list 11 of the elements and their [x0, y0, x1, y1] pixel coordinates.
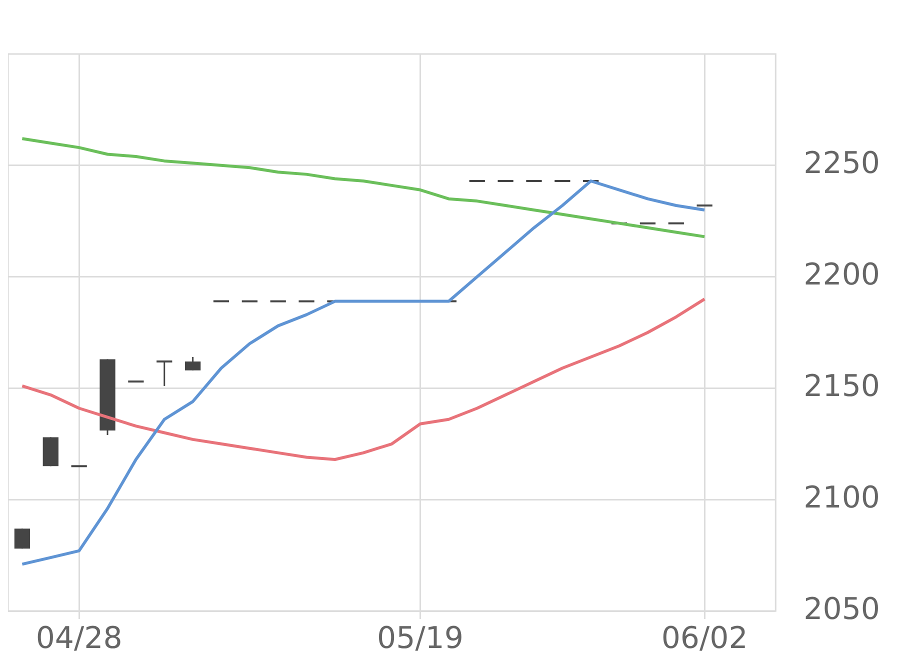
- y-tick-label: 2100: [804, 480, 880, 516]
- y-tick-label: 2250: [804, 146, 880, 182]
- candlestick: [156, 360, 172, 387]
- x-tick-label: 04/28: [36, 620, 122, 656]
- y-tick-label: 2050: [804, 592, 880, 627]
- candlestick: [184, 356, 201, 372]
- y-tick-label: 2200: [804, 258, 880, 293]
- x-tick-label: 06/02: [661, 620, 748, 656]
- y-tick-label: 2150: [804, 368, 880, 404]
- candlestick: [14, 528, 30, 550]
- x-tick-label: 05/19: [377, 620, 464, 656]
